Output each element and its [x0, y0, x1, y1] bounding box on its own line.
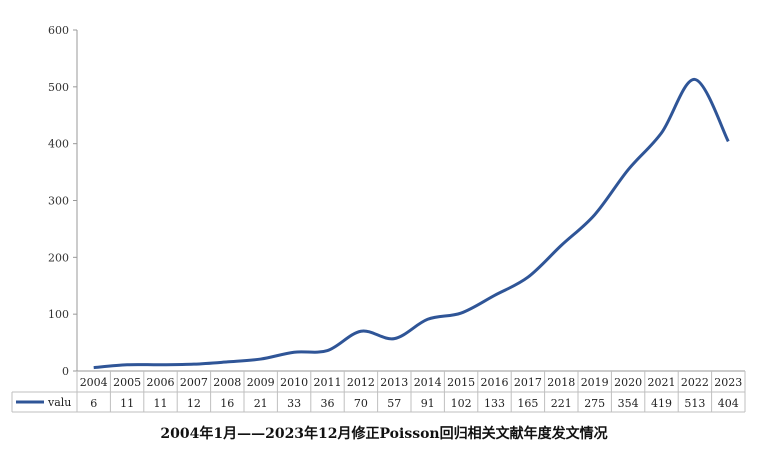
data-label: 513 [684, 397, 705, 410]
data-label: 16 [220, 397, 234, 410]
data-label: 404 [718, 397, 739, 410]
chart-title: 2004年1月——2023年12月修正Poisson回归相关文献年度发文情况 [160, 426, 608, 442]
y-tick-label: 300 [48, 195, 69, 208]
series-line-layer [93, 77, 730, 370]
x-tick-label: 2005 [113, 376, 141, 389]
data-label: 11 [154, 397, 168, 410]
data-label: 12 [187, 397, 201, 410]
x-tick-label: 2009 [247, 376, 275, 389]
data-label: 133 [484, 397, 505, 410]
data-label: 6 [90, 397, 97, 410]
legend-label: valu [47, 396, 71, 409]
x-tick-label: 2018 [547, 376, 575, 389]
x-tick-label: 2007 [180, 376, 208, 389]
x-tick-label: 2010 [280, 376, 308, 389]
series-line [93, 77, 730, 370]
data-label: 11 [120, 397, 134, 410]
x-tick-label: 2021 [648, 376, 676, 389]
data-label: 165 [517, 397, 538, 410]
data-label: 36 [321, 397, 335, 410]
y-tick-label: 500 [48, 81, 69, 94]
data-label: 33 [287, 397, 301, 410]
x-tick-label: 2015 [447, 376, 475, 389]
y-tick-label: 200 [48, 251, 69, 264]
x-tick-label: 2008 [213, 376, 241, 389]
data-label: 91 [421, 397, 435, 410]
y-tick-label: 600 [48, 24, 69, 37]
x-tick-label: 2012 [347, 376, 375, 389]
x-tick-label: 2004 [80, 376, 108, 389]
data-label: 354 [618, 397, 639, 410]
y-tick-label: 0 [62, 365, 69, 378]
x-tick-label: 2020 [614, 376, 642, 389]
data-label: 221 [551, 397, 572, 410]
data-label: 70 [354, 397, 368, 410]
x-tick-label: 2006 [147, 376, 175, 389]
data-label: 419 [651, 397, 672, 410]
x-tick-label: 2011 [314, 376, 342, 389]
x-tick-label: 2022 [681, 376, 709, 389]
data-label: 21 [254, 397, 268, 410]
x-tick-label: 2019 [581, 376, 609, 389]
data-label: 57 [387, 397, 401, 410]
y-axis-ticks: 0 100 200 300 400 500 600 [48, 24, 77, 378]
x-tick-label: 2016 [481, 376, 509, 389]
data-label: 102 [451, 397, 472, 410]
y-tick-label: 400 [48, 138, 69, 151]
x-tick-label: 2014 [414, 376, 442, 389]
line-chart: 0 100 200 300 400 500 600 2004 2005 2006 2007 2008… [11, 24, 746, 413]
x-tick-label: 2017 [514, 376, 542, 389]
data-label: 275 [584, 397, 605, 410]
data-table: 2004 2005 2006 2007 2008 2009 2010 2011 2012 2013… [11, 371, 746, 413]
chart-axes [76, 30, 745, 372]
y-tick-label: 100 [48, 308, 69, 321]
x-tick-label: 2013 [380, 376, 408, 389]
x-tick-label: 2023 [714, 376, 742, 389]
